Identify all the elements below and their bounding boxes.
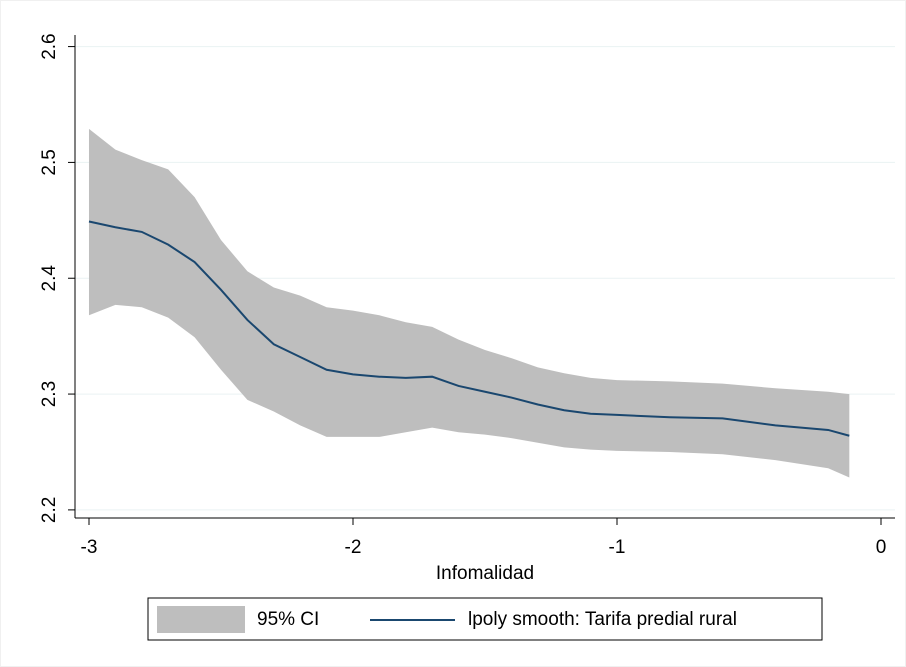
x-axis-label: Infomalidad	[436, 563, 534, 584]
y-tick-label: 2.3	[39, 381, 60, 407]
x-tick-label: -1	[609, 537, 626, 558]
legend-label: 95% CI	[257, 609, 319, 630]
smooth-line	[88, 220, 850, 437]
x-tick-label: -2	[345, 537, 362, 558]
ci-band	[88, 128, 850, 478]
legend-swatch	[157, 606, 245, 633]
x-tick-label: -3	[81, 537, 98, 558]
x-tick-label: 0	[876, 537, 887, 558]
y-tick-label: 2.5	[39, 149, 60, 175]
legend-box	[147, 597, 823, 641]
legend-label: lpoly smooth: Tarifa predial rural	[468, 609, 737, 630]
y-tick-label: 2.4	[39, 265, 60, 292]
y-tick-label: 2.6	[39, 33, 60, 59]
y-tick-label: 2.2	[39, 497, 60, 523]
